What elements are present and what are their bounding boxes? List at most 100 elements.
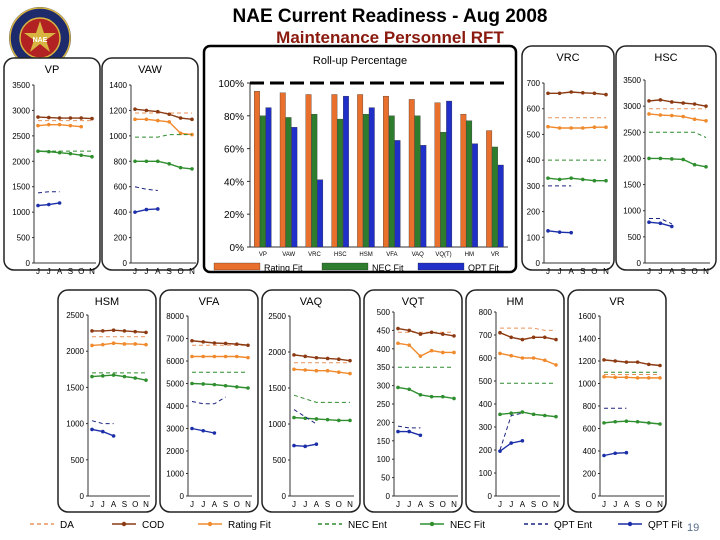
data-point-rating-fit (509, 353, 513, 358)
x-tick-label: A (212, 500, 218, 509)
bar-nec-fit (466, 120, 473, 248)
data-point-rating-fit (520, 356, 525, 360)
y-tick-label: 800 (479, 308, 493, 317)
y-tick-label: 700 (527, 79, 541, 88)
data-point-rating-fit (546, 124, 550, 129)
data-point-rating-fit (101, 342, 105, 347)
data-point-cod (314, 355, 319, 360)
y-tick-label: 300 (527, 182, 541, 191)
data-point-rating-fit (190, 354, 194, 359)
data-point-nec-fit (704, 164, 708, 169)
data-point-rating-fit (212, 354, 217, 359)
series-line-nec-fit (135, 160, 193, 170)
y-tick-label: 7000 (166, 335, 184, 344)
y-tick-label: 1400 (578, 335, 596, 344)
data-point-nec-fit (190, 167, 194, 171)
data-point-rating-fit (670, 113, 674, 118)
x-tick-label: J (558, 267, 562, 276)
series-line-qpt-ent (37, 191, 60, 194)
panel-title-vp: VP (45, 64, 60, 76)
x-tick-label: N (451, 500, 457, 509)
data-point-rating-fit (581, 126, 585, 130)
data-point-cod (704, 104, 708, 108)
data-point-nec-fit (554, 414, 558, 419)
data-point-rating-fit (79, 124, 83, 129)
data-point-cod (133, 329, 137, 334)
data-point-qpt-fit (36, 203, 40, 208)
data-point-nec-fit (178, 165, 183, 170)
data-point-rating-fit (429, 348, 434, 353)
data-point-nec-fit (314, 417, 319, 421)
bar-qpt-fit (446, 100, 453, 248)
series-line-cod (648, 99, 707, 107)
y-tick-label: 2000 (166, 447, 184, 456)
x-tick-label: J (396, 500, 400, 509)
series-line-cod (92, 329, 147, 334)
y-tick-label: 200 (583, 470, 597, 479)
y-tick-label: 150 (377, 437, 391, 446)
x-tick-label: O (132, 500, 138, 509)
bar-nec-fit (388, 115, 395, 248)
y-tick-label: 100 (527, 233, 541, 242)
series-line-nec-fit (547, 177, 606, 182)
rollup-x-tick-label: VRC (308, 252, 321, 258)
panel-frame-hsm (57, 289, 157, 513)
x-tick-label: A (569, 267, 575, 276)
data-point-nec-fit (692, 162, 697, 167)
data-point-nec-fit (292, 415, 296, 420)
data-point-rating-fit (223, 354, 228, 359)
y-tick-label: 200 (377, 418, 391, 427)
data-point-nec-fit (520, 410, 525, 414)
series-line-cod (548, 91, 607, 96)
y-tick-label: 1000 (12, 208, 30, 217)
bar-rating-fit (460, 114, 467, 248)
x-tick-label: A (624, 500, 630, 509)
y-tick-label: 0 (592, 492, 597, 501)
data-point-qpt-fit (57, 201, 62, 205)
bar-qpt-fit (291, 127, 298, 248)
data-point-qpt-fit (144, 207, 149, 212)
panel-frame-vrc (521, 45, 615, 271)
data-point-nec-fit (429, 394, 434, 399)
x-tick-label: J (407, 500, 411, 509)
x-tick-label: J (498, 500, 502, 509)
rollup-y-tick-label: 0% (230, 243, 245, 254)
data-point-cod (658, 363, 662, 368)
y-tick-label: 1000 (268, 420, 286, 429)
data-point-nec-fit (144, 378, 148, 382)
bar-rating-fit (279, 92, 286, 248)
data-point-cod (670, 100, 674, 104)
panel-frame-vaw (101, 57, 199, 271)
x-tick-label: J (647, 267, 651, 276)
x-tick-label: J (509, 500, 513, 509)
data-point-cod (133, 107, 137, 111)
series-line-cod (134, 108, 193, 121)
series-line-nec-ent (649, 131, 707, 138)
series-line-rating-fit (648, 113, 707, 122)
y-tick-label: 200 (114, 234, 128, 243)
y-tick-label: 700 (479, 331, 493, 340)
series-line-qpt-ent (134, 186, 158, 192)
data-point-cod (658, 98, 663, 102)
data-point-nec-fit (144, 159, 149, 164)
series-line-nec-fit (293, 416, 350, 422)
data-point-rating-fit (543, 358, 547, 363)
y-tick-label: 2500 (623, 128, 641, 137)
data-point-qpt-fit (190, 426, 194, 431)
data-point-nec-fit (47, 149, 51, 154)
data-point-rating-fit (418, 354, 423, 358)
naval-aviation-seal-logo: NAE (9, 7, 71, 69)
data-point-nec-fit (36, 149, 40, 153)
bar-rating-fit (486, 130, 493, 248)
x-tick-label: S (580, 267, 585, 276)
data-point-cod (509, 335, 513, 340)
x-tick-label: S (68, 267, 73, 276)
data-point-rating-fit (592, 125, 597, 130)
data-point-cod (604, 92, 608, 97)
series-line-nec-ent (135, 134, 192, 138)
rollup-legend-swatch (417, 262, 465, 271)
data-point-rating-fit (314, 368, 319, 373)
data-point-nec-fit (658, 422, 662, 426)
data-point-nec-fit (557, 177, 562, 182)
data-point-nec-fit (90, 154, 94, 159)
